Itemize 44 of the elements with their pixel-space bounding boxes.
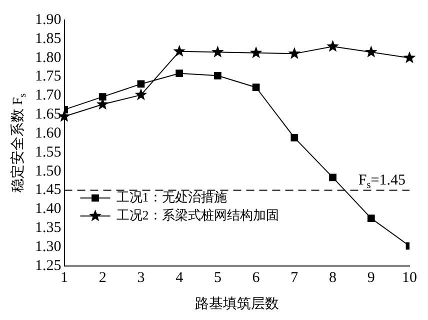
point [137,80,145,88]
point [364,46,378,58]
point [367,214,375,222]
point [176,70,184,78]
y-tick-label: 1.55 [35,144,62,160]
y-tick-label: 1.45 [35,182,62,198]
y-tick-label: 1.50 [35,163,62,180]
y-tick-label: 1.25 [35,258,62,274]
y-tick-label: 1.80 [35,50,62,66]
x-tick-label: 7 [290,270,299,286]
y-tick-label: 1.70 [35,88,62,104]
y-axis-title: 稳定安全系数 Fs [10,93,28,193]
legend-label: 工况2：系梁式桩网结构加固 [116,207,279,222]
legend-label: 工况1：无处治措施 [116,189,227,204]
point [98,93,106,101]
point [173,44,186,57]
x-tick-label: 4 [176,270,184,286]
point [250,46,262,58]
y-tick-label: 1.85 [35,30,62,47]
point [403,51,416,64]
x-tick-label: 2 [98,270,106,286]
x-tick-label: 6 [252,270,260,286]
y-tick-label: 1.60 [35,125,62,142]
x-tick-label: 1 [60,270,68,286]
x-axis-title: 路基填筑层数 [194,296,279,312]
point [252,84,260,92]
y-tick-label: 1.90 [35,12,62,28]
y-tick-label: 1.35 [35,220,62,236]
point [212,46,224,58]
point [326,40,339,52]
point [214,72,222,80]
x-tick-label: 10 [402,270,417,286]
y-tick-label: 1.30 [35,239,62,256]
x-tick-label: 9 [367,270,375,286]
y-tick-label: 1.40 [35,201,62,218]
point [329,174,336,182]
y-tick-label: 1.65 [35,106,62,123]
point [134,88,148,100]
x-tick-label: 8 [329,270,337,286]
x-tick-label: 3 [137,270,145,286]
point [290,134,298,142]
x-tick-label: 5 [214,270,222,286]
point [288,47,301,59]
y-tick-label: 1.75 [35,68,62,85]
